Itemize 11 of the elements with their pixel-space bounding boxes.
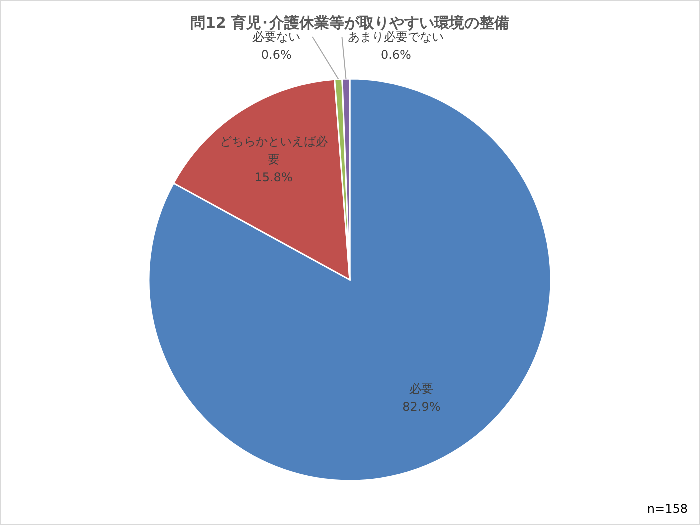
text: n=158: [647, 502, 688, 516]
slice-label: 必要: [410, 382, 434, 396]
chart-title: 問12 育児･介護休業等が取りやすい環境の整備: [190, 14, 510, 32]
data-label: 82.9%: [402, 400, 441, 414]
data-label: 0.6%: [380, 48, 412, 62]
slice-label: どちらかといえば必要: [220, 134, 328, 167]
data-label: 15.8%: [254, 170, 293, 185]
data-label: 0.6%: [261, 48, 292, 62]
slice-label: 必要ない: [252, 30, 301, 44]
slice-label: あまり必要でない: [348, 30, 444, 44]
pie-slice: [148, 78, 552, 482]
